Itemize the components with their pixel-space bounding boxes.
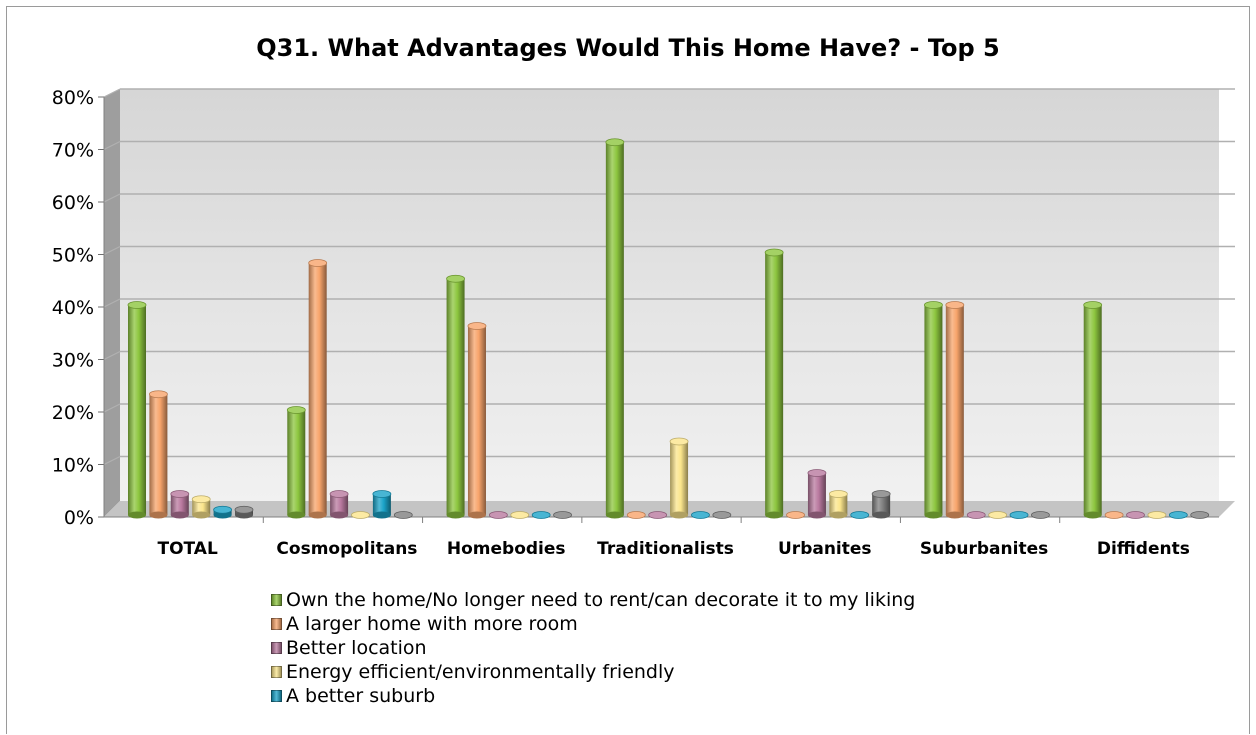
bar xyxy=(871,490,891,519)
chart-title: Q31. What Advantages Would This Home Hav… xyxy=(256,34,1000,62)
legend-label: Better location xyxy=(286,637,427,659)
legend-label: A larger home with more room xyxy=(286,613,578,635)
chart-legend: Own the home/No longer need to rent/can … xyxy=(271,588,915,708)
bar xyxy=(1104,511,1124,519)
bar xyxy=(605,138,625,519)
bar xyxy=(828,490,848,519)
bar xyxy=(924,301,943,519)
grid-line-side xyxy=(103,88,121,98)
bar xyxy=(807,469,827,519)
y-tick-label: 70% xyxy=(52,140,94,162)
bar xyxy=(308,259,328,519)
bar xyxy=(945,301,965,519)
bar xyxy=(286,406,306,519)
grid-line-side xyxy=(103,298,121,308)
bar xyxy=(712,511,732,519)
bar xyxy=(850,511,870,519)
x-category-label: Diffidents xyxy=(1097,539,1190,559)
bar xyxy=(170,490,190,519)
y-tick-label: 50% xyxy=(52,245,94,267)
bar xyxy=(372,490,392,519)
bar xyxy=(467,322,487,519)
bar xyxy=(648,511,668,519)
plot-floor xyxy=(104,501,1235,517)
x-category-label: Homebodies xyxy=(447,539,566,559)
grid-line-side xyxy=(103,350,121,361)
legend-swatch xyxy=(271,690,282,702)
bar xyxy=(191,495,211,519)
bar xyxy=(1031,511,1050,519)
bar xyxy=(148,390,168,519)
bar xyxy=(234,505,254,519)
x-category-label: Traditionalists xyxy=(597,539,734,559)
legend-swatch xyxy=(271,642,282,654)
bar xyxy=(626,511,646,519)
bar xyxy=(1126,511,1145,519)
legend-item: Better location xyxy=(271,636,915,660)
bar xyxy=(764,248,784,519)
legend-item: Energy efficient/environmentally friendl… xyxy=(271,660,915,684)
grid-line-side xyxy=(103,140,121,151)
y-tick-label: 60% xyxy=(52,192,94,214)
y-tick-label: 40% xyxy=(52,297,94,319)
bar xyxy=(127,301,147,519)
bar xyxy=(553,511,572,519)
legend-label: Own the home/No longer need to rent/can … xyxy=(286,589,916,611)
legend-label: A better suburb xyxy=(286,685,436,707)
bar xyxy=(351,511,370,519)
bar xyxy=(488,511,508,519)
bar xyxy=(1147,511,1167,519)
bar xyxy=(988,511,1008,519)
legend-swatch xyxy=(271,594,282,606)
legend-swatch xyxy=(271,666,282,678)
y-tick-label: 30% xyxy=(52,350,94,372)
bar xyxy=(1009,511,1029,519)
bar xyxy=(966,511,986,519)
plot-back-wall xyxy=(120,89,1219,501)
grid-line-side xyxy=(103,403,121,413)
legend-item: Own the home/No longer need to rent/can … xyxy=(271,588,915,612)
bar xyxy=(213,505,233,519)
legend-label: Energy efficient/environmentally friendl… xyxy=(286,661,675,683)
grid-line-side xyxy=(103,193,121,203)
x-category-label: TOTAL xyxy=(157,539,217,559)
y-tick-label: 80% xyxy=(52,87,94,109)
bar xyxy=(669,437,689,519)
y-tick-label: 10% xyxy=(52,455,94,477)
x-category-label: Cosmopolitans xyxy=(276,539,417,559)
grid-line-side xyxy=(103,245,121,256)
legend-item: A larger home with more room xyxy=(271,612,915,636)
bar xyxy=(329,490,349,519)
bar xyxy=(786,511,805,519)
legend-swatch xyxy=(271,618,282,630)
grid-line-side xyxy=(103,455,121,466)
y-tick-label: 0% xyxy=(64,507,94,529)
bar xyxy=(1190,511,1210,519)
bar xyxy=(1083,301,1103,519)
bar xyxy=(1168,511,1188,519)
legend-item: A better suburb xyxy=(271,684,915,708)
bar xyxy=(510,511,530,519)
y-tick-label: 20% xyxy=(52,402,94,424)
x-category-label: Urbanites xyxy=(778,539,872,559)
bar xyxy=(393,511,413,519)
bar xyxy=(691,511,710,519)
x-category-label: Suburbanites xyxy=(920,539,1048,559)
bar xyxy=(446,274,465,519)
bar xyxy=(531,511,551,519)
